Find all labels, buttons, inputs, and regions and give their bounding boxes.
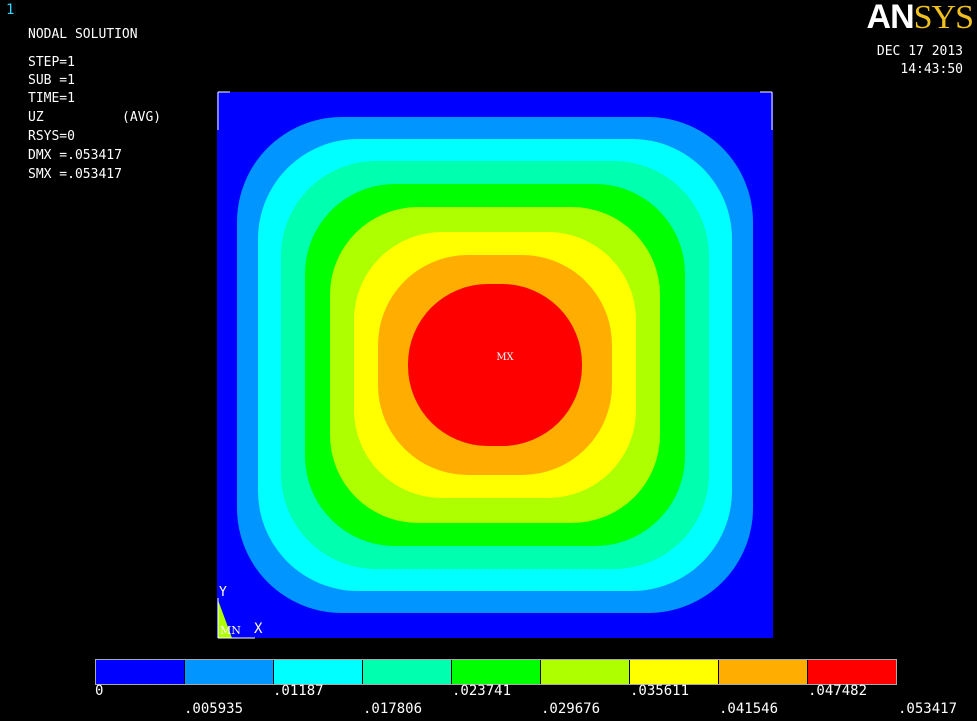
legend-color-bar — [95, 659, 897, 685]
legend-label-2: .01187 — [273, 683, 324, 699]
legend-label-9: .053417 — [898, 701, 958, 717]
triad-mark — [218, 600, 232, 638]
sub-text: SUB =1 — [28, 73, 75, 88]
contour-bands — [217, 91, 773, 638]
legend-label-6: .035611 — [630, 683, 690, 699]
smx-text: SMX =.053417 — [28, 167, 122, 182]
legend-label-3: .017806 — [363, 701, 423, 717]
legend-swatch-2 — [274, 660, 363, 684]
logo-part1: AN — [866, 0, 915, 36]
contour-band-8 — [408, 284, 582, 446]
time-text: TIME=1 — [28, 91, 75, 106]
solution-title: NODAL SOLUTION — [28, 27, 138, 42]
legend-swatch-3 — [363, 660, 452, 684]
dmx-text: DMX =.053417 — [28, 148, 122, 163]
window-number: 1 — [6, 2, 15, 18]
legend-swatch-8 — [808, 660, 896, 684]
model-edge-marks — [217, 91, 773, 130]
step-text: STEP=1 — [28, 55, 75, 70]
quantity-text: UZ — [28, 110, 44, 125]
legend-swatch-1 — [185, 660, 274, 684]
axis-y-label: Y — [219, 585, 227, 600]
legend-label-1: .005935 — [184, 701, 244, 717]
legend-swatch-0 — [96, 660, 185, 684]
date-text: DEC 17 2013 — [876, 44, 963, 59]
avg-text: (AVG) — [122, 110, 162, 125]
legend-label-8: .047482 — [808, 683, 868, 699]
time-of-day-text: 14:43:50 — [900, 62, 963, 77]
max-marker: MX — [496, 352, 514, 363]
legend-swatch-5 — [541, 660, 630, 684]
legend-swatch-6 — [630, 660, 719, 684]
legend-label-7: .041546 — [719, 701, 779, 717]
legend-label-4: .023741 — [452, 683, 512, 699]
legend-swatch-4 — [452, 660, 541, 684]
legend-swatch-7 — [719, 660, 808, 684]
logo-part2: SYS — [913, 0, 974, 36]
legend-label-5: .029676 — [541, 701, 601, 717]
rsys-text: RSYS=0 — [28, 129, 75, 144]
axis-x-label: X — [254, 621, 263, 637]
triad — [217, 598, 255, 639]
min-marker: MN — [220, 624, 241, 637]
ansys-logo: ANSYS — [866, 0, 974, 37]
legend-label-0: 0 — [95, 683, 104, 699]
